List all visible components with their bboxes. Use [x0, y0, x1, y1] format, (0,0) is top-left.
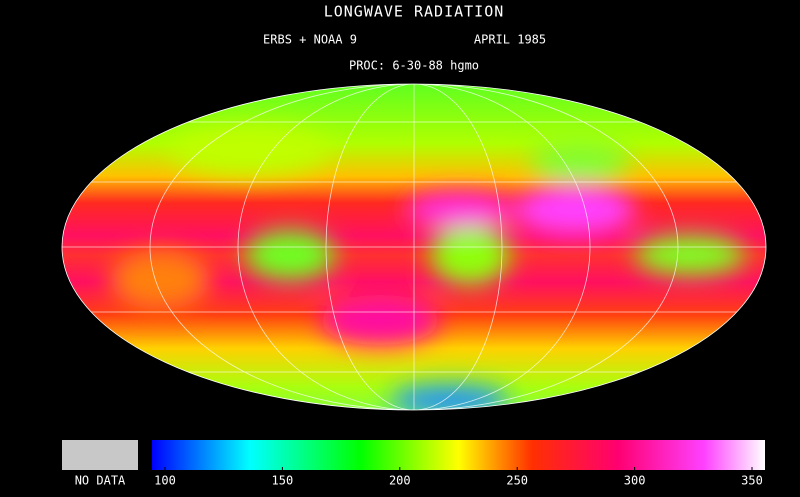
processed: PROC: 6-30-88 hgmo	[349, 59, 479, 73]
colorbar-tick-label: 300	[624, 474, 646, 488]
colorbar-tick-label: 100	[154, 474, 176, 488]
no-data-label: NO DATA	[75, 474, 126, 488]
colorbar-ticks: 100 150 200 250 300 350	[154, 467, 763, 488]
no-data-swatch	[62, 440, 138, 470]
colorbar	[152, 440, 765, 470]
map-outline	[61, 83, 767, 411]
instruments: ERBS + NOAA 9	[263, 33, 357, 47]
map-title: LONGWAVE RADIATION	[324, 3, 505, 21]
date: APRIL 1985	[474, 33, 546, 47]
colorbar-tick-label: 250	[506, 474, 528, 488]
colorbar-tick-label: 150	[272, 474, 294, 488]
colorbar-tick-label: 200	[389, 474, 411, 488]
radiation-map	[62, 84, 766, 410]
colorbar-tick-label: 350	[741, 474, 763, 488]
